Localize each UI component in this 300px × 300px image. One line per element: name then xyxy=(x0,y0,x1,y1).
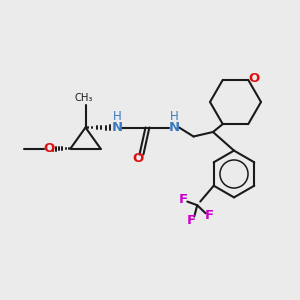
Text: F: F xyxy=(187,214,196,227)
Text: H: H xyxy=(112,110,122,124)
Text: N: N xyxy=(111,121,123,134)
Text: O: O xyxy=(43,142,54,155)
Text: O: O xyxy=(248,72,259,85)
Text: F: F xyxy=(205,209,214,222)
Text: F: F xyxy=(179,193,188,206)
Text: CH₃: CH₃ xyxy=(75,93,93,103)
Text: N: N xyxy=(168,121,180,134)
Text: O: O xyxy=(132,152,144,166)
Text: H: H xyxy=(169,110,178,124)
